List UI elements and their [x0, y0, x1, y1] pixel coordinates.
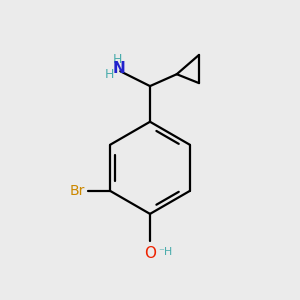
- Text: Br: Br: [70, 184, 85, 198]
- Text: ⁻H: ⁻H: [158, 247, 172, 257]
- Text: H: H: [112, 53, 122, 66]
- Text: N: N: [112, 61, 125, 76]
- Text: H: H: [104, 68, 114, 81]
- Text: O: O: [144, 246, 156, 261]
